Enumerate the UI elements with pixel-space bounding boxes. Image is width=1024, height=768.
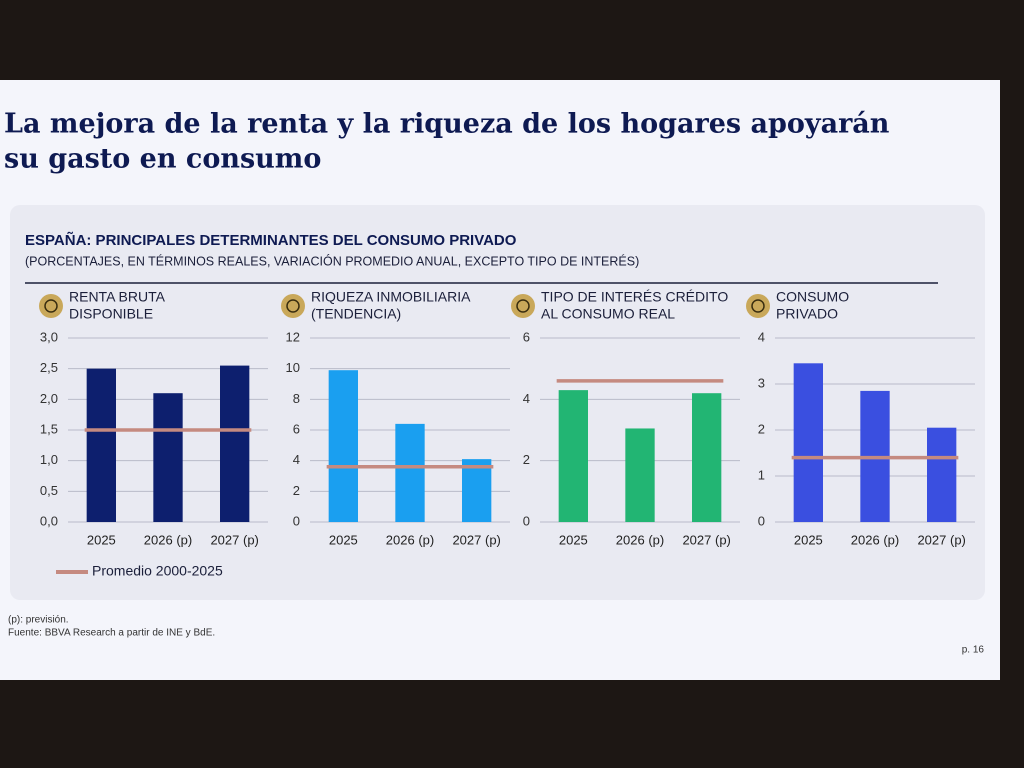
chart-icon-inner (516, 299, 530, 313)
y-tick-label: 1,5 (40, 421, 58, 436)
chart-title: (TENDENCIA) (311, 306, 401, 322)
y-tick-label: 2 (293, 483, 300, 498)
group-title: ESPAÑA: PRINCIPALES DETERMINANTES DEL CO… (25, 231, 517, 249)
y-tick-label: 12 (286, 329, 300, 344)
y-tick-label: 4 (293, 452, 300, 467)
bar (793, 363, 823, 522)
footnote: (p): previsión. (8, 615, 69, 626)
chart-icon (39, 294, 63, 318)
bar (153, 393, 183, 522)
chart-title: TIPO DE INTERÉS CRÉDITO (541, 289, 728, 305)
y-tick-label: 3,0 (40, 329, 58, 344)
chart-icon-inner (44, 299, 58, 313)
y-tick-label: 2,5 (40, 360, 58, 375)
y-tick-label: 3 (758, 375, 765, 390)
y-tick-label: 4 (523, 391, 530, 406)
y-tick-label: 0 (293, 513, 300, 528)
chart-title: PRIVADO (776, 306, 838, 322)
chart-icon-inner (751, 299, 765, 313)
bar (462, 459, 492, 522)
bar (558, 390, 588, 522)
footnote: Fuente: BBVA Research a partir de INE y … (8, 628, 215, 639)
x-tick-label: 2025 (794, 532, 823, 547)
chart-title: CONSUMO (776, 289, 849, 305)
y-tick-label: 0 (523, 513, 530, 528)
y-tick-label: 8 (293, 391, 300, 406)
y-tick-label: 1 (758, 467, 765, 482)
group-subtitle: (PORCENTAJES, EN TÉRMINOS REALES, VARIAC… (25, 253, 639, 268)
chart-icon (746, 294, 770, 318)
y-tick-label: 0,5 (40, 483, 58, 498)
y-tick-label: 1,0 (40, 452, 58, 467)
legend-label: Promedio 2000-2025 (92, 563, 223, 579)
x-tick-label: 2027 (p) (210, 532, 258, 547)
x-tick-label: 2026 (p) (851, 532, 899, 547)
x-tick-label: 2027 (p) (917, 532, 965, 547)
chart-title: RENTA BRUTA (69, 289, 166, 305)
chart-icon (511, 294, 535, 318)
y-tick-label: 0 (758, 513, 765, 528)
y-tick-label: 6 (293, 421, 300, 436)
x-tick-label: 2025 (329, 532, 358, 547)
bar (692, 393, 722, 522)
bar (220, 365, 250, 522)
bar (328, 370, 358, 522)
chart-panel (10, 205, 985, 600)
x-tick-label: 2027 (p) (452, 532, 500, 547)
slide-title-line: La mejora de la renta y la riqueza de lo… (4, 109, 890, 140)
bar (86, 368, 116, 522)
bar (395, 423, 425, 522)
y-tick-label: 2 (758, 421, 765, 436)
y-tick-label: 6 (523, 329, 530, 344)
x-tick-label: 2026 (p) (386, 532, 434, 547)
page-number: p. 16 (962, 645, 985, 656)
chart-title: AL CONSUMO REAL (541, 306, 675, 322)
y-tick-label: 0,0 (40, 513, 58, 528)
chart-title: DISPONIBLE (69, 306, 153, 322)
y-tick-label: 4 (758, 329, 765, 344)
chart-icon (281, 294, 305, 318)
y-tick-label: 2,0 (40, 391, 58, 406)
x-tick-label: 2026 (p) (144, 532, 192, 547)
slide-title-line: su gasto en consumo (4, 144, 321, 175)
bar (625, 428, 655, 522)
x-tick-label: 2025 (559, 532, 588, 547)
x-tick-label: 2026 (p) (616, 532, 664, 547)
x-tick-label: 2025 (87, 532, 116, 547)
y-tick-label: 10 (286, 360, 300, 375)
x-tick-label: 2027 (p) (682, 532, 730, 547)
chart-icon-inner (286, 299, 300, 313)
y-tick-label: 2 (523, 452, 530, 467)
chart-title: RIQUEZA INMOBILIARIA (311, 289, 471, 305)
bar (927, 427, 957, 522)
